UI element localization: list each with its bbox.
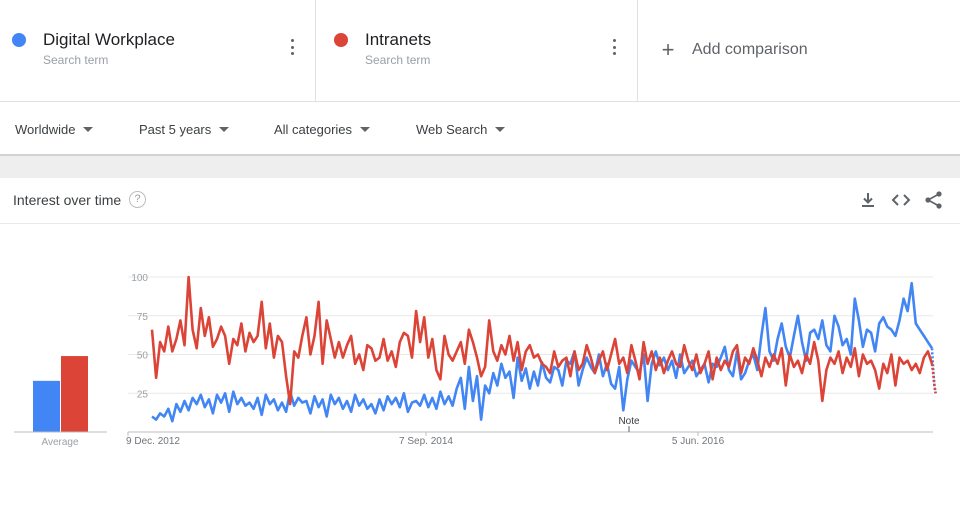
plus-icon: + — [661, 37, 675, 62]
term-card-intranets[interactable]: Intranets Search term — [316, 0, 638, 101]
term-type-label: Search term — [365, 53, 431, 67]
y-tick-label: 100 — [131, 273, 148, 284]
section-divider — [0, 156, 960, 178]
average-bar — [33, 380, 60, 432]
term-type-label: Search term — [43, 53, 109, 67]
dropdown-caret-icon — [219, 127, 230, 132]
y-tick-label: 25 — [137, 389, 149, 400]
series-color-dot — [12, 33, 26, 47]
more-options-icon[interactable] — [290, 39, 294, 55]
filter-bar: Worldwide Past 5 years All categories We… — [0, 101, 960, 156]
category-label: All categories — [274, 122, 353, 137]
search-type-label: Web Search — [416, 122, 488, 137]
add-comparison-button[interactable]: + Add comparison — [658, 37, 808, 62]
chart-lines — [150, 275, 937, 423]
average-label: Average — [41, 437, 79, 448]
x-tick-label: 7 Sep. 2014 — [399, 436, 453, 447]
y-tick-label: 75 — [137, 312, 149, 323]
add-comparison-label: Add comparison — [692, 41, 808, 58]
category-dropdown[interactable]: All categories — [274, 122, 371, 137]
card-header: Interest over time ? — [0, 178, 960, 224]
series-partial-line — [930, 348, 937, 394]
time-range-dropdown[interactable]: Past 5 years — [139, 122, 230, 137]
embed-icon[interactable] — [891, 190, 911, 210]
time-range-label: Past 5 years — [139, 122, 212, 137]
x-axis: 9 Dec. 2012 7 Sep. 2014 5 Jun. 2016 Note — [126, 416, 725, 447]
x-tick-label: 5 Jun. 2016 — [672, 436, 725, 447]
download-icon[interactable] — [858, 190, 878, 210]
average-bar — [61, 356, 88, 432]
note-label: Note — [618, 416, 640, 427]
series-color-dot — [334, 33, 348, 47]
region-label: Worldwide — [15, 122, 76, 137]
term-name[interactable]: Intranets — [365, 30, 432, 49]
series-line — [150, 275, 934, 406]
more-options-icon[interactable] — [612, 39, 616, 55]
search-type-dropdown[interactable]: Web Search — [416, 122, 506, 137]
dropdown-caret-icon — [83, 127, 94, 132]
term-name[interactable]: Digital Workplace — [43, 30, 175, 49]
series-partial-line — [930, 363, 937, 394]
card-title: Interest over time — [13, 192, 122, 208]
share-icon[interactable] — [924, 190, 944, 210]
add-comparison-card[interactable]: + Add comparison — [638, 0, 960, 101]
chart-grid: 25 50 75 100 — [128, 273, 933, 433]
average-bars: Average — [14, 356, 107, 448]
term-card-digital-workplace[interactable]: Digital Workplace Search term — [0, 0, 316, 101]
interest-over-time-card: Interest over time ? Average 25 50 75 100 9… — [0, 178, 960, 506]
term-bar: Digital Workplace Search term Intranets … — [0, 0, 960, 101]
x-tick-label: 9 Dec. 2012 — [126, 436, 180, 447]
y-tick-label: 50 — [137, 351, 149, 362]
region-dropdown[interactable]: Worldwide — [15, 122, 94, 137]
dropdown-caret-icon — [360, 127, 371, 132]
dropdown-caret-icon — [495, 127, 506, 132]
help-icon[interactable]: ? — [129, 191, 146, 208]
interest-chart: Average 25 50 75 100 9 Dec. 2012 7 Sep. 2014… — [14, 273, 937, 448]
series-line — [151, 281, 934, 423]
